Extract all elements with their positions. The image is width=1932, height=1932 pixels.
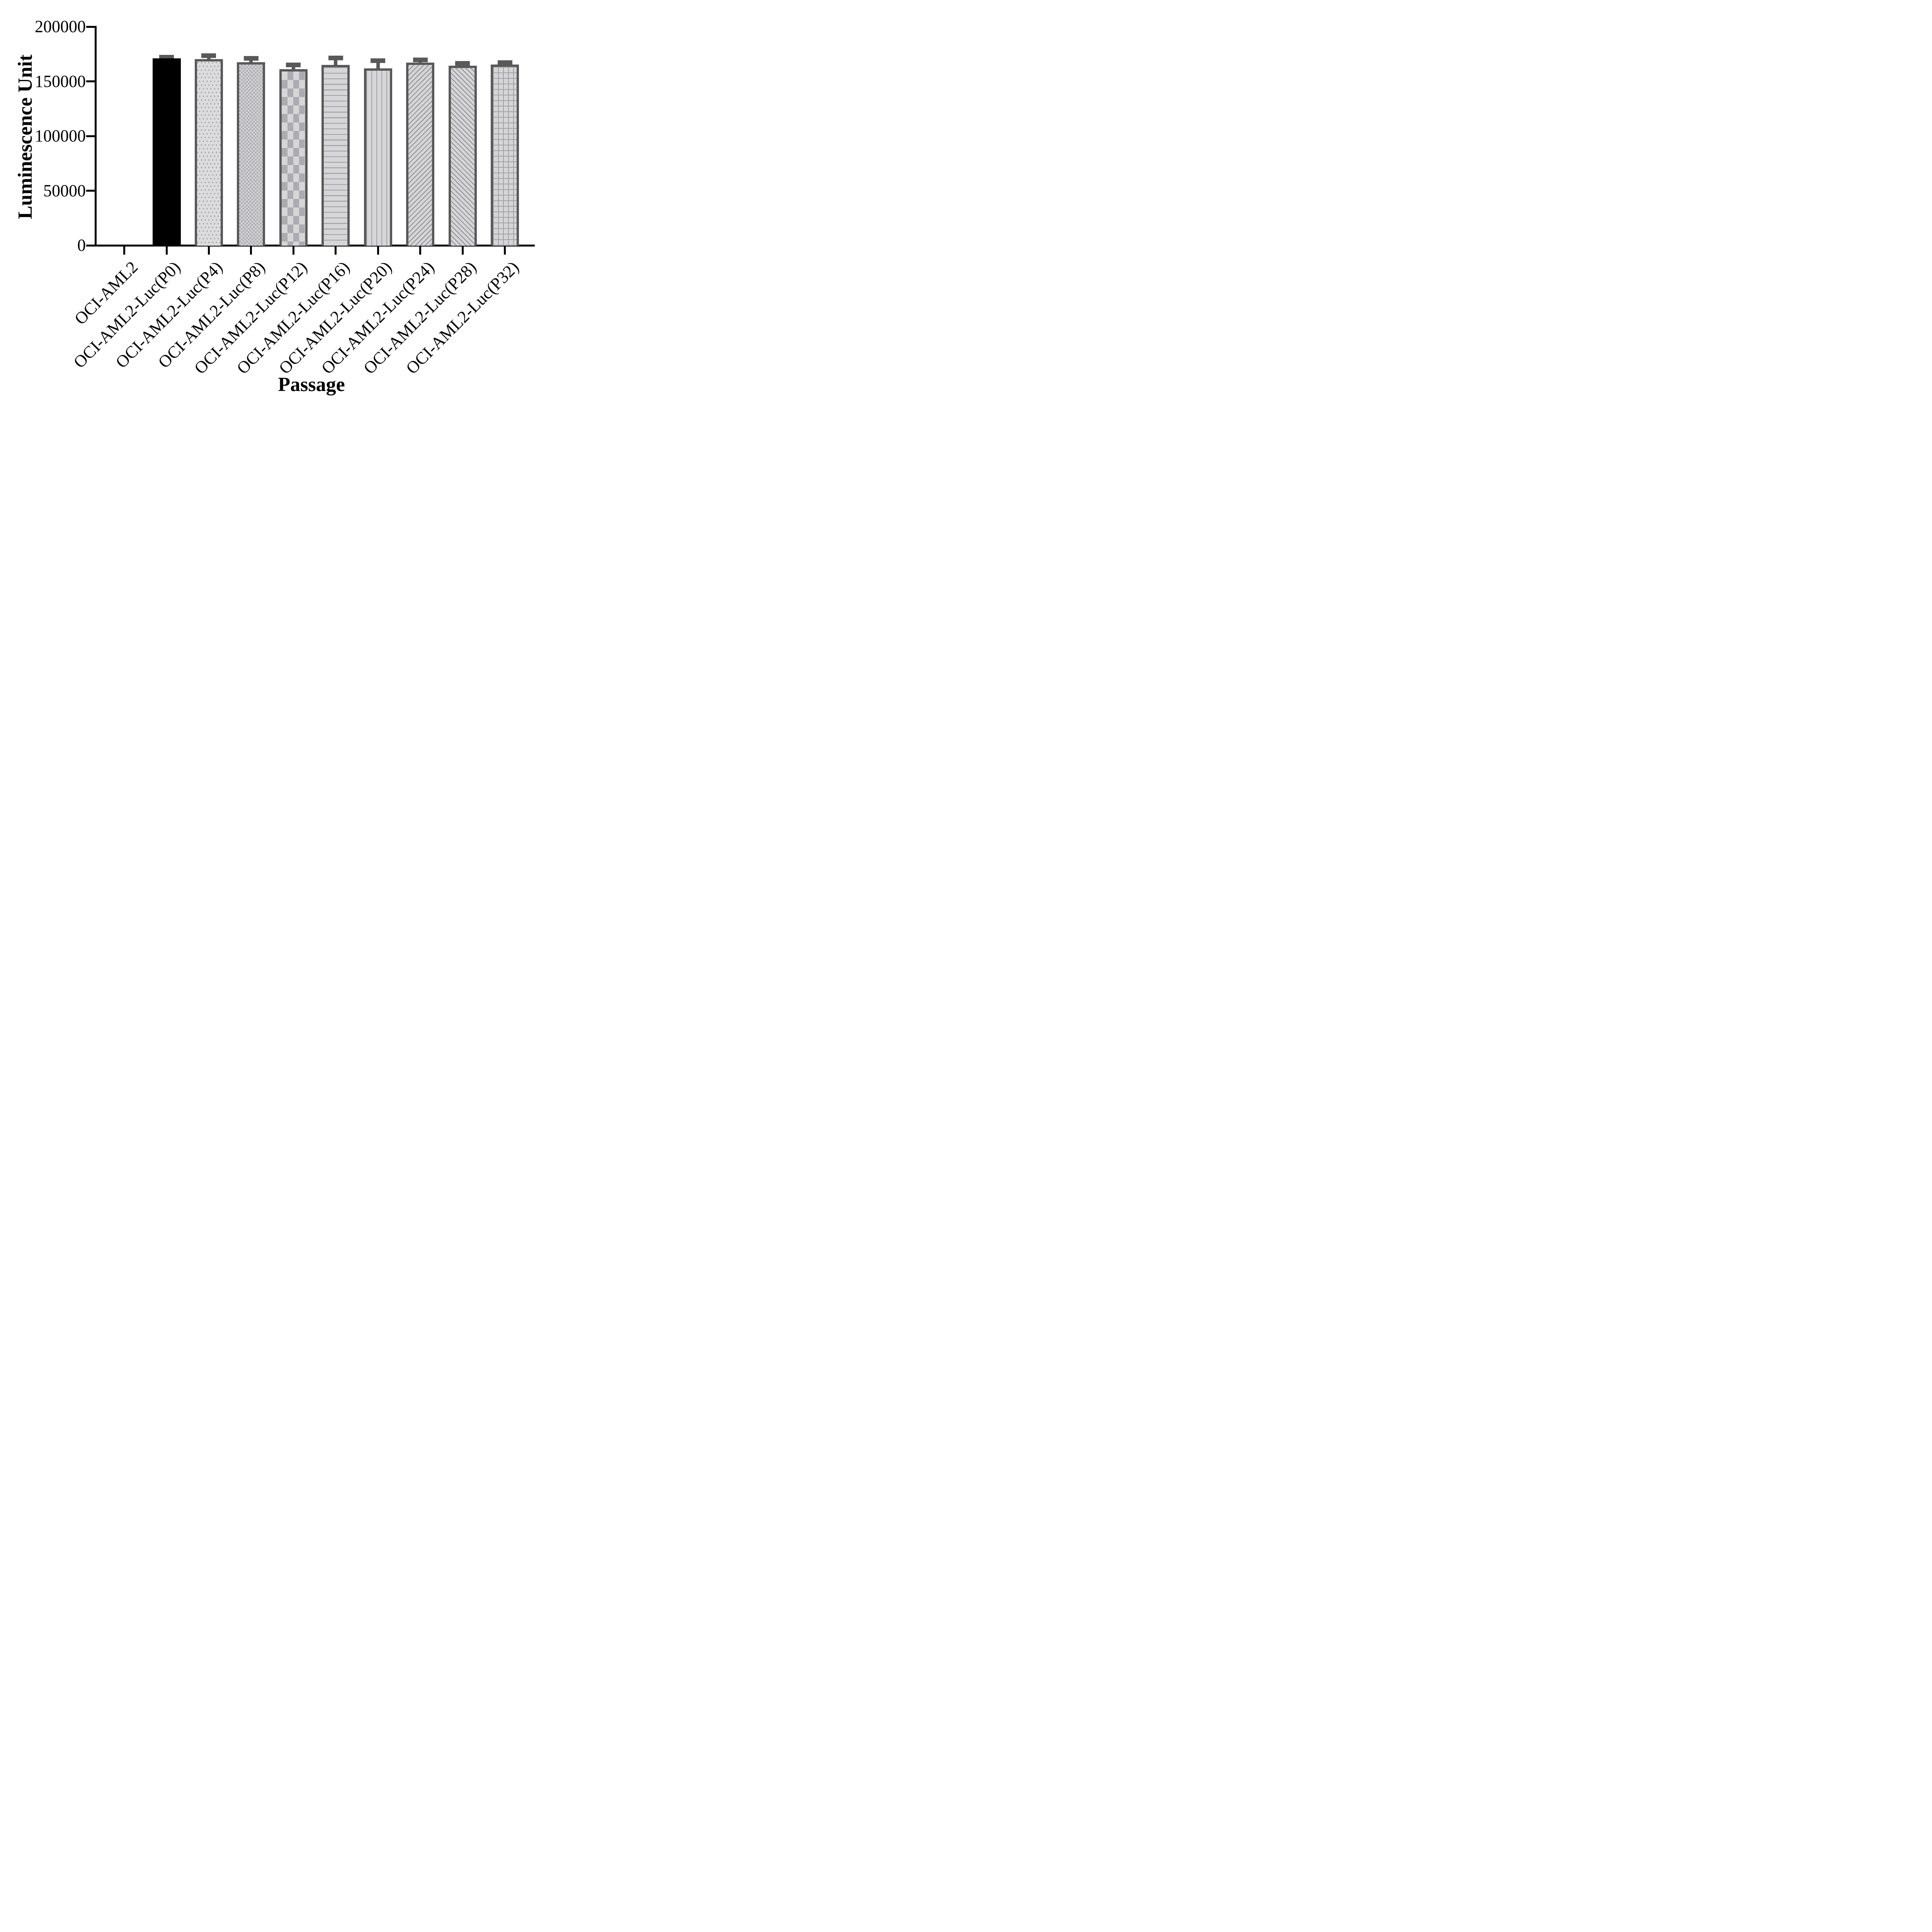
error-bar-cap (328, 55, 343, 60)
bar-OCI-AML2-Luc(P0) (152, 58, 181, 246)
error-bar-cap (371, 58, 386, 63)
y-tick-label: 150000 (35, 71, 86, 91)
bar-OCI-AML2-Luc(P20) (364, 68, 392, 246)
x-tick (461, 247, 464, 255)
y-tick (86, 80, 95, 83)
y-tick-label: 0 (77, 236, 86, 255)
x-tick (250, 247, 252, 255)
x-tick (504, 247, 506, 255)
error-bar-stem (334, 55, 338, 73)
x-tick (123, 247, 126, 255)
bar-OCI-AML2-Luc(P16) (321, 65, 350, 246)
x-tick (292, 247, 294, 255)
error-bar-cap (455, 61, 470, 66)
y-tick (86, 135, 95, 137)
bar-OCI-AML2-Luc(P24) (406, 63, 435, 246)
bar-OCI-AML2-Luc(P32) (491, 64, 519, 246)
error-bar-stem (376, 58, 380, 76)
bar-chart-figure: Luminescence Unit Passage 200000 150000 10… (0, 0, 569, 404)
x-tick (207, 247, 210, 255)
x-tick (419, 247, 422, 255)
error-bar-cap (413, 57, 428, 62)
bar-OCI-AML2-Luc(P12) (279, 69, 308, 246)
y-axis-line (95, 26, 97, 247)
error-bar-cap (286, 63, 301, 68)
y-tick-label: 50000 (43, 181, 86, 200)
x-tick (165, 247, 168, 255)
error-bar-cap (243, 56, 259, 61)
y-tick (86, 190, 95, 192)
y-tick (86, 244, 95, 247)
bar-OCI-AML2-Luc(P8) (237, 62, 265, 246)
y-tick-label: 100000 (35, 126, 86, 146)
error-bar-cap (497, 60, 512, 65)
y-tick (86, 26, 95, 28)
y-tick-label: 200000 (35, 17, 86, 36)
x-axis-title: Passage (278, 374, 345, 396)
x-tick (377, 247, 379, 255)
error-bar-cap (201, 53, 216, 58)
x-axis-line (88, 245, 535, 247)
bar-OCI-AML2-Luc(P28) (448, 65, 477, 246)
bar-OCI-AML2-Luc(P4) (194, 59, 223, 246)
x-tick (335, 247, 337, 255)
